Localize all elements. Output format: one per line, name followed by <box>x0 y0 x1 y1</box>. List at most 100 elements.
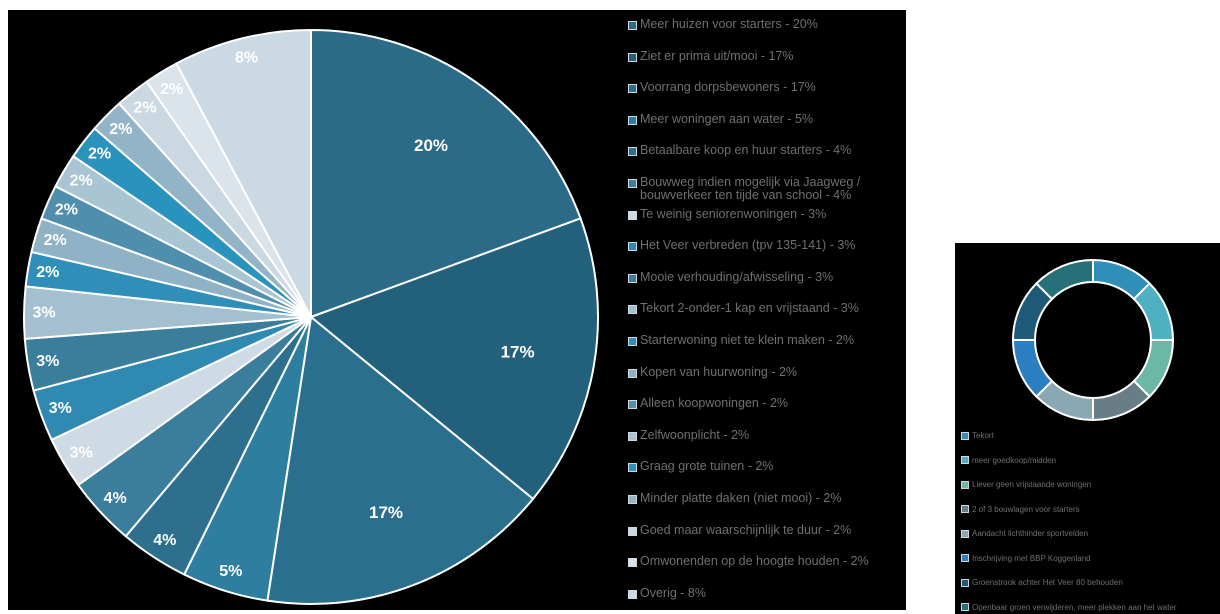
donut-legend-swatch <box>961 431 969 440</box>
legend-swatch <box>628 21 637 30</box>
legend-swatch <box>628 463 637 473</box>
pie-slice <box>310 28 582 319</box>
pie-data-label: 2% <box>88 146 111 163</box>
donut-segment <box>1035 258 1094 301</box>
pie-data-label: 3% <box>70 444 93 461</box>
legend-label: Minder platte daken (niet mooi) - 2% <box>640 491 842 505</box>
pie-data-label: 2% <box>55 202 78 219</box>
donut-legend-item: Groenstrook achter Het Veer 80 behouden <box>961 578 1123 587</box>
legend-item: Voorrang dorpsbewoners - 17% <box>628 81 816 94</box>
legend-item: Omwonenden op de hoogte houden - 2% <box>628 555 869 568</box>
donut-legend-label: Openbaar groen verwijderen, meer plekken… <box>972 602 1177 612</box>
donut-legend-label: 2 of 3 bouwlagen voor starters <box>972 504 1080 514</box>
legend-swatch <box>628 558 637 568</box>
legend-swatch <box>628 115 637 125</box>
legend-item: Starterwoning niet te klein maken - 2% <box>628 334 854 347</box>
donut-legend-swatch <box>961 505 969 513</box>
legend-label: Kopen van huurwoning - 2% <box>640 364 798 379</box>
pie-data-label: 4% <box>104 490 127 507</box>
donut-legend-label: Groenstrook achter Het Veer 80 behouden <box>972 578 1123 587</box>
legend-item: Tekort 2-onder-1 kap en vrijstaand - 3% <box>628 302 859 315</box>
legend-swatch <box>628 242 637 252</box>
legend-swatch <box>628 589 637 599</box>
legend-swatch <box>628 431 637 441</box>
legend-label: Omwonenden op de hoogte houden - 2% <box>640 554 869 569</box>
legend-item: Overig - 8% <box>628 585 706 600</box>
pie-data-label: 2% <box>109 121 132 138</box>
pie-data-label: 5% <box>219 563 242 580</box>
pie-data-label: 2% <box>44 232 67 249</box>
legend-label: Meer woningen aan water - 5% <box>640 111 814 126</box>
legend-item: Het Veer verbreden (tpv 135-141) - 3% <box>628 239 855 252</box>
donut-legend-label: Tekort <box>972 431 994 440</box>
pie-data-label: 4% <box>153 532 176 549</box>
legend-item: Bouwweg indien mogelijk via Jaagweg / bo… <box>628 176 908 202</box>
legend-item: Goed maar waarschijnlijk te duur - 2% <box>628 523 851 537</box>
donut-chart-svg <box>1011 258 1175 422</box>
legend-label: Mooie verhouding/afwisseling - 3% <box>640 269 834 284</box>
legend-label: Alleen koopwoningen - 2% <box>640 396 789 411</box>
legend-label: Meer huizen voor starters - 20% <box>640 17 818 31</box>
pie-data-label: 3% <box>33 304 56 321</box>
legend-label: Overig - 8% <box>640 585 706 600</box>
donut-legend-item: Openbaar groen verwijderen, meer plekken… <box>961 603 1177 612</box>
donut-legend-swatch <box>961 456 969 464</box>
pie-data-label: 17% <box>369 503 403 522</box>
donut-legend-label: Aandacht lichthinder sportvelden <box>972 529 1089 538</box>
pie-data-label: 3% <box>49 400 72 417</box>
legend-swatch <box>628 52 637 62</box>
pie-data-label: 17% <box>501 343 535 362</box>
legend-item: Graag grote tuinen - 2% <box>628 460 773 473</box>
legend-label: Betaalbare koop en huur starters - 4% <box>640 143 852 158</box>
donut-legend-item: 2 of 3 bouwlagen voor starters <box>961 505 1080 514</box>
donut-legend-label: Liever geen vrijstaande woningen <box>972 480 1092 489</box>
pie-data-label: 2% <box>133 100 156 117</box>
donut-legend-label: Inschrijving met BBP Koggenland <box>972 553 1091 563</box>
donut-chart-panel: Tekort meer goedkoop/midden Liever geen vr… <box>955 243 1220 614</box>
pie-chart-svg: 20%17%17%5%4%4%3%3%3%3%2%2%2%2%2%2%2%2%8… <box>23 28 599 605</box>
pie-data-label: 2% <box>36 264 59 281</box>
legend-swatch <box>628 495 637 504</box>
donut-segment <box>1011 339 1054 398</box>
donut-legend-swatch <box>961 603 969 611</box>
pie-slice <box>175 28 312 318</box>
pie-slice <box>309 217 599 501</box>
donut-legend-swatch <box>961 480 969 489</box>
legend-item: Alleen koopwoningen - 2% <box>628 397 788 410</box>
legend-swatch <box>628 179 637 188</box>
donut-legend-swatch <box>961 529 969 538</box>
donut-legend-item: Aandacht lichthinder sportvelden <box>961 529 1088 538</box>
legend-swatch <box>628 210 637 220</box>
pie-data-label: 8% <box>235 50 258 67</box>
donut-segment <box>1132 282 1175 341</box>
legend-label: Tekort 2-onder-1 kap en vrijstaand - 3% <box>640 301 859 316</box>
legend-swatch <box>628 526 637 536</box>
legend-item: Meer woningen aan water - 5% <box>628 111 814 126</box>
legend-item: Mooie verhouding/afwisseling - 3% <box>628 269 834 284</box>
pie-data-label: 2% <box>70 173 93 190</box>
legend-label: Ziet er prima uit/mooi - 17% <box>640 48 794 63</box>
donut-legend-swatch <box>961 554 969 562</box>
legend-item: Betaalbare koop en huur starters - 4% <box>628 144 851 157</box>
pie-data-label: 3% <box>36 353 59 370</box>
donut-legend-item: meer goedkoop/midden <box>961 456 1056 465</box>
legend-swatch <box>628 337 637 346</box>
legend-item: Zelfwoonplicht - 2% <box>628 427 750 442</box>
legend-swatch <box>628 273 637 283</box>
donut-legend-label: meer goedkoop/midden <box>972 455 1057 465</box>
legend-label: Zelfwoonplicht - 2% <box>640 427 750 442</box>
legend-label: Starterwoning niet te klein maken - 2% <box>640 333 854 347</box>
main-pie-chart-panel: 20% 17% 17% 5% 4% 4% 3% 3% 3% 3% 2% 2% 2% 2% 2% 2% 2% 2% 8… <box>8 10 906 610</box>
legend-item: Kopen van huurwoning - 2% <box>628 364 798 379</box>
legend-item: Meer huizen voor starters - 20% <box>628 18 818 31</box>
legend-swatch <box>628 368 637 378</box>
legend-item: Ziet er prima uit/mooi - 17% <box>628 48 794 63</box>
legend-swatch <box>628 84 637 94</box>
donut-legend-swatch <box>961 578 969 587</box>
donut-legend-item: Liever geen vrijstaande woningen <box>961 480 1091 489</box>
legend-item: Minder platte daken (niet mooi) - 2% <box>628 492 841 505</box>
donut-legend-item: Inschrijving met BBP Koggenland <box>961 554 1091 563</box>
legend-swatch <box>628 305 637 315</box>
legend-label: Voorrang dorpsbewoners - 17% <box>640 80 816 95</box>
pie-slice <box>266 315 535 605</box>
